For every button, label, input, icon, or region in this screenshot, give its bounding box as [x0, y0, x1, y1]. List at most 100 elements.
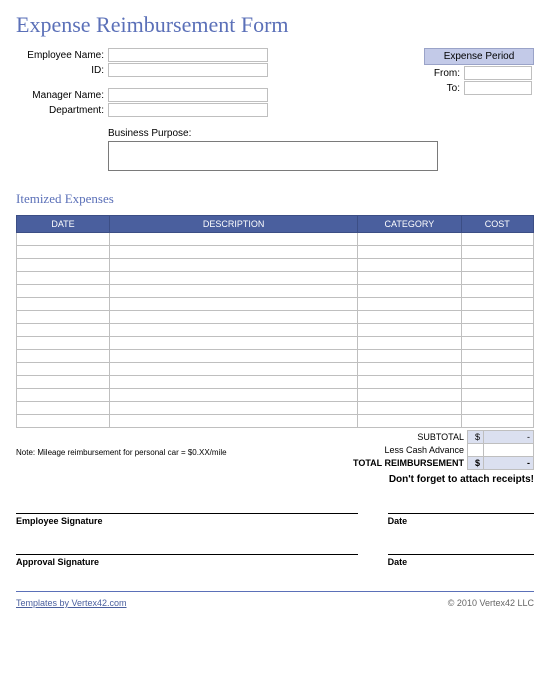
- table-cell[interactable]: [461, 272, 533, 285]
- table-row: [17, 272, 534, 285]
- col-header-date: DATE: [17, 216, 110, 233]
- total-label: TOTAL REIMBURSEMENT: [318, 457, 468, 470]
- table-cell[interactable]: [358, 233, 461, 246]
- subtotal-currency: $: [468, 431, 484, 444]
- table-cell[interactable]: [17, 350, 110, 363]
- employee-name-input[interactable]: [108, 48, 268, 62]
- table-cell[interactable]: [110, 246, 358, 259]
- table-row: [17, 233, 534, 246]
- employee-signature-block: Employee Signature Date: [16, 513, 534, 526]
- table-cell[interactable]: [461, 233, 533, 246]
- employee-signature-label: Employee Signature: [16, 513, 358, 526]
- id-input[interactable]: [108, 63, 268, 77]
- table-cell[interactable]: [461, 415, 533, 428]
- table-cell[interactable]: [358, 259, 461, 272]
- table-cell[interactable]: [110, 415, 358, 428]
- table-cell[interactable]: [358, 311, 461, 324]
- table-row: [17, 376, 534, 389]
- form-title: Expense Reimbursement Form: [16, 12, 534, 38]
- table-cell[interactable]: [110, 350, 358, 363]
- table-cell[interactable]: [110, 363, 358, 376]
- employee-name-label: Employee Name:: [16, 50, 108, 61]
- table-row: [17, 415, 534, 428]
- table-cell[interactable]: [461, 285, 533, 298]
- table-cell[interactable]: [110, 324, 358, 337]
- table-cell[interactable]: [17, 233, 110, 246]
- table-cell[interactable]: [110, 272, 358, 285]
- table-cell[interactable]: [110, 311, 358, 324]
- table-cell[interactable]: [461, 350, 533, 363]
- table-cell[interactable]: [17, 415, 110, 428]
- table-cell[interactable]: [461, 376, 533, 389]
- manager-name-label: Manager Name:: [16, 90, 108, 101]
- from-label: From:: [424, 68, 464, 79]
- table-cell[interactable]: [17, 389, 110, 402]
- from-input[interactable]: [464, 66, 532, 80]
- col-header-cost: COST: [461, 216, 533, 233]
- footer-link[interactable]: Templates by Vertex42.com: [16, 598, 127, 608]
- subtotal-label: SUBTOTAL: [318, 431, 468, 444]
- table-cell[interactable]: [358, 324, 461, 337]
- manager-name-input[interactable]: [108, 88, 268, 102]
- table-row: [17, 389, 534, 402]
- less-advance-currency: [468, 444, 484, 457]
- period-fields: Expense Period From: To:: [424, 48, 534, 96]
- table-cell[interactable]: [358, 285, 461, 298]
- approval-signature-block: Approval Signature Date: [16, 554, 534, 567]
- to-input[interactable]: [464, 81, 532, 95]
- less-advance-label: Less Cash Advance: [318, 444, 468, 457]
- table-cell[interactable]: [17, 259, 110, 272]
- table-cell[interactable]: [358, 376, 461, 389]
- table-cell[interactable]: [17, 337, 110, 350]
- table-row: [17, 350, 534, 363]
- table-cell[interactable]: [358, 272, 461, 285]
- table-cell[interactable]: [358, 363, 461, 376]
- table-row: [17, 337, 534, 350]
- table-cell[interactable]: [461, 402, 533, 415]
- table-cell[interactable]: [358, 415, 461, 428]
- table-cell[interactable]: [461, 259, 533, 272]
- table-cell[interactable]: [461, 363, 533, 376]
- table-cell[interactable]: [17, 298, 110, 311]
- table-cell[interactable]: [358, 298, 461, 311]
- approval-signature-date-label: Date: [388, 554, 534, 567]
- table-cell[interactable]: [17, 285, 110, 298]
- table-cell[interactable]: [110, 402, 358, 415]
- table-cell[interactable]: [110, 337, 358, 350]
- table-cell[interactable]: [110, 298, 358, 311]
- table-cell[interactable]: [461, 324, 533, 337]
- table-cell[interactable]: [17, 246, 110, 259]
- table-cell[interactable]: [17, 272, 110, 285]
- table-cell[interactable]: [461, 311, 533, 324]
- col-header-category: CATEGORY: [358, 216, 461, 233]
- table-cell[interactable]: [358, 337, 461, 350]
- table-cell[interactable]: [110, 233, 358, 246]
- table-cell[interactable]: [358, 389, 461, 402]
- table-cell[interactable]: [358, 246, 461, 259]
- table-cell[interactable]: [17, 376, 110, 389]
- table-cell[interactable]: [110, 259, 358, 272]
- department-input[interactable]: [108, 103, 268, 117]
- reminder-text: Don't forget to attach receipts!: [16, 474, 534, 485]
- table-cell[interactable]: [461, 389, 533, 402]
- id-label: ID:: [16, 65, 108, 76]
- table-cell[interactable]: [17, 363, 110, 376]
- table-row: [17, 259, 534, 272]
- table-cell[interactable]: [17, 402, 110, 415]
- expense-table: DATE DESCRIPTION CATEGORY COST: [16, 215, 534, 428]
- employee-fields: Employee Name: ID: Manager Name: Departm…: [16, 48, 268, 118]
- table-cell[interactable]: [17, 324, 110, 337]
- table-cell[interactable]: [17, 311, 110, 324]
- table-cell[interactable]: [358, 350, 461, 363]
- table-row: [17, 363, 534, 376]
- table-row: [17, 246, 534, 259]
- table-cell[interactable]: [461, 298, 533, 311]
- table-cell[interactable]: [110, 389, 358, 402]
- table-cell[interactable]: [461, 337, 533, 350]
- table-cell[interactable]: [461, 246, 533, 259]
- business-purpose-input[interactable]: [108, 141, 438, 171]
- table-cell[interactable]: [110, 285, 358, 298]
- less-advance-value[interactable]: [484, 444, 534, 457]
- table-cell[interactable]: [110, 376, 358, 389]
- table-cell[interactable]: [358, 402, 461, 415]
